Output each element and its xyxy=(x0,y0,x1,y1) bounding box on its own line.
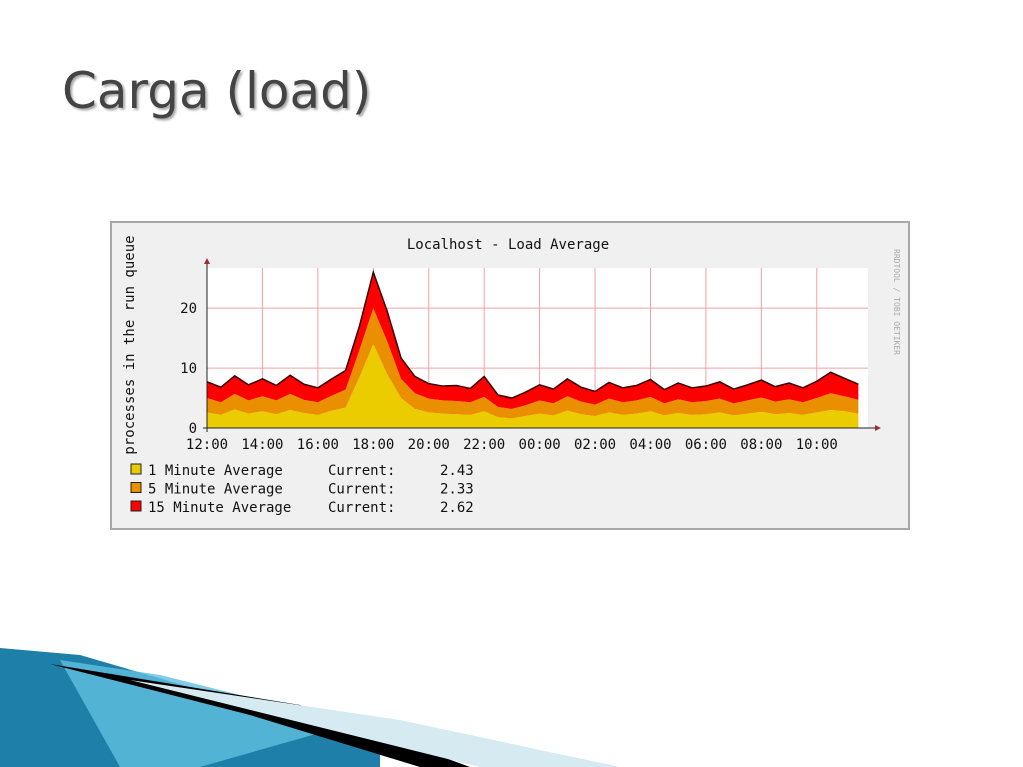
x-tick-label: 00:00 xyxy=(519,437,561,453)
x-tick-label: 04:00 xyxy=(629,437,671,453)
legend-current-label: Current: xyxy=(328,500,395,516)
x-tick-label: 10:00 xyxy=(796,437,838,453)
x-tick-label: 06:00 xyxy=(685,437,727,453)
area xyxy=(207,272,859,409)
slide-title: Carga (load) xyxy=(62,62,371,120)
area xyxy=(207,308,859,419)
y-axis-label: processes in the run queue xyxy=(122,235,138,454)
watermark: RRDTOOL / TOBI OETIKER xyxy=(892,249,901,355)
decoration xyxy=(0,648,620,767)
legend-current-label: Current: xyxy=(328,482,395,498)
legend-current-value: 2.43 xyxy=(440,463,474,479)
y-axis-arrow xyxy=(204,258,210,264)
x-tick-label: 02:00 xyxy=(574,437,616,453)
y-tick-label: 10 xyxy=(180,361,197,377)
x-tick-label: 08:00 xyxy=(740,437,782,453)
legend-label: 15 Minute Average xyxy=(148,500,291,516)
legend-swatch xyxy=(130,482,142,493)
legend-label: 5 Minute Average xyxy=(148,482,283,498)
area-outline xyxy=(206,269,859,399)
legend-current-value: 2.33 xyxy=(440,482,474,498)
legend-current-value: 2.62 xyxy=(440,500,474,516)
x-tick-label: 12:00 xyxy=(186,437,228,453)
x-tick-label: 16:00 xyxy=(297,437,339,453)
legend-label: 1 Minute Average xyxy=(148,463,283,479)
legend-swatch xyxy=(130,500,142,512)
legend-current-label: Current: xyxy=(328,463,395,479)
x-tick-label: 18:00 xyxy=(352,437,394,453)
chart-title: Localhost - Load Average xyxy=(407,237,609,253)
x-tick-label: 22:00 xyxy=(463,437,505,453)
y-tick-label: 20 xyxy=(180,301,197,317)
x-tick-label: 14:00 xyxy=(241,437,283,453)
y-tick-label: 0 xyxy=(189,421,197,437)
area xyxy=(207,344,859,428)
legend-swatch xyxy=(130,463,142,475)
x-tick-label: 20:00 xyxy=(408,437,450,453)
x-axis-arrow xyxy=(875,425,881,431)
